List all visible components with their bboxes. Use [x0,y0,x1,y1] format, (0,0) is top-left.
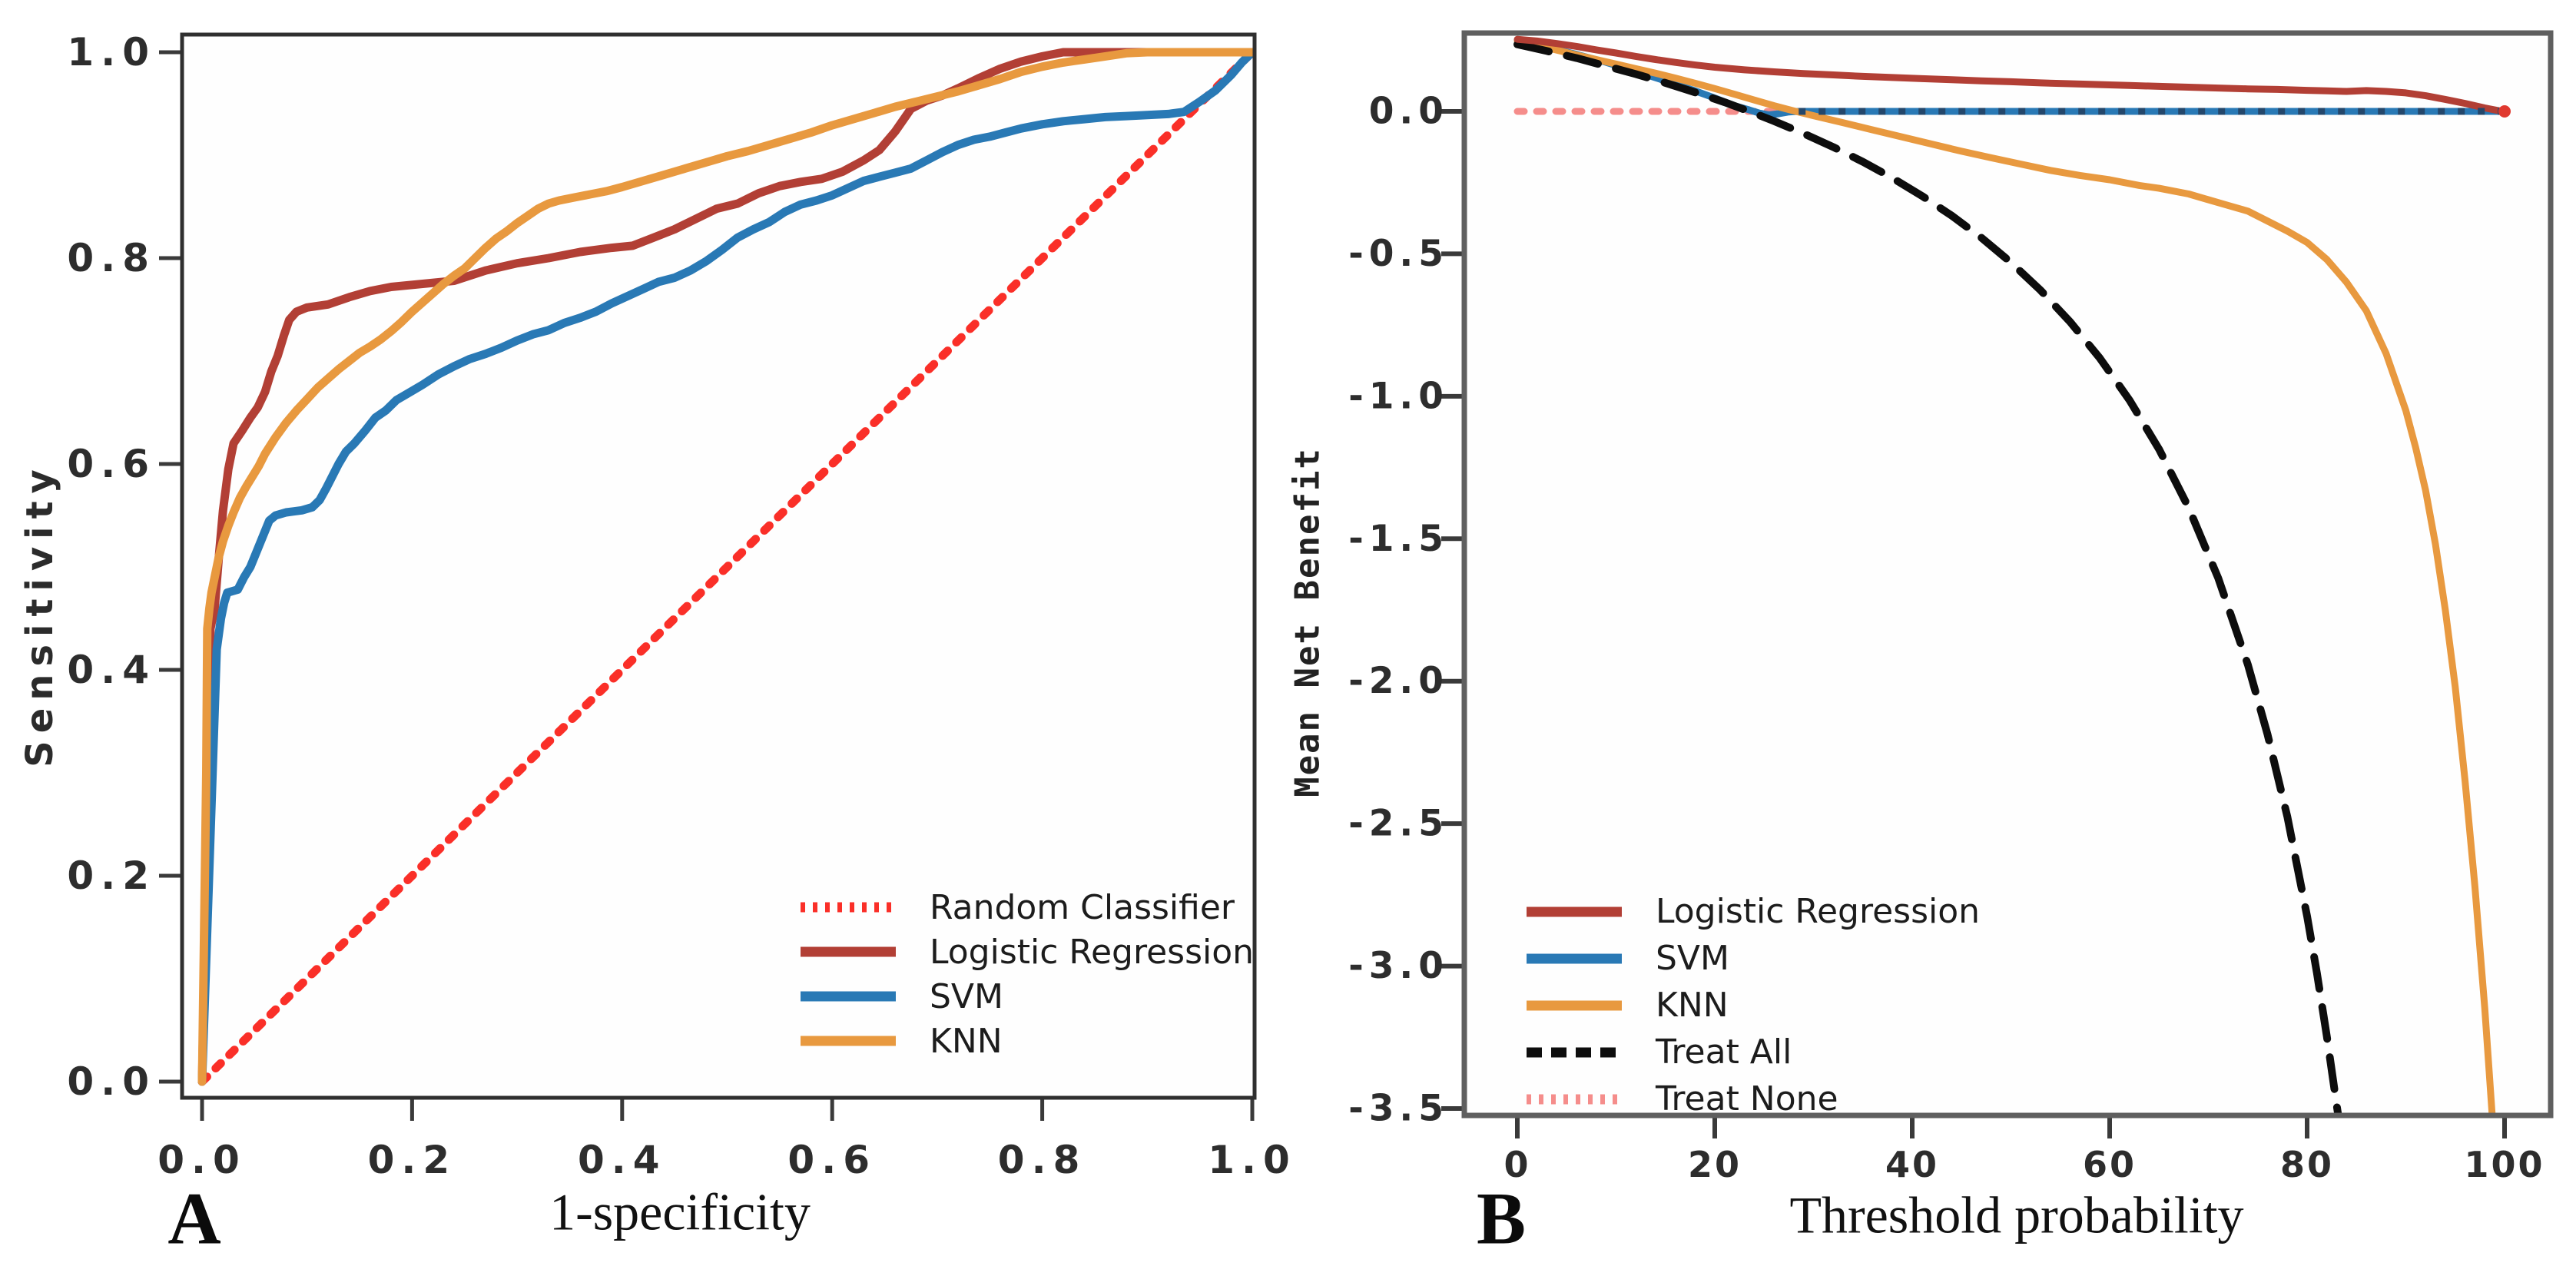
legend-item-treat-all: Treat All [1525,1029,1980,1075]
logistic-regression-curve [197,48,1255,1086]
treat-none-line-swatch-icon [1525,1093,1623,1105]
panel-a-plot: 0.0 0.2 0.4 0.6 0.8 1.0 0.0 0.2 0.4 0.6 0.8 1.0 [67,30,1297,1182]
random-classifier-line-swatch-icon [799,901,897,913]
knn-line-swatch-icon [799,1035,897,1047]
legend-label: SVM [930,976,1003,1016]
y-tick-label: 0.0 [67,1059,156,1104]
x-tick-label: 0.6 [787,1138,877,1182]
knn-curve [197,48,1255,1086]
logistic-regression-curve [1513,35,2508,115]
knn-curve [1513,37,2496,1115]
svm-line-swatch-icon [1525,953,1623,965]
panel-b-label: B [1476,1177,1527,1260]
legend-item-random-classifier: Random Classifier [799,885,1254,930]
x-tick-label: 0.4 [578,1138,667,1182]
x-tick-label: 80 [2280,1144,2334,1185]
x-tick-label: 0 [1503,1144,1530,1185]
panel-a-legend: Random Classifier Logistic Regression SV… [799,885,1254,1063]
plot-frame [1461,30,2554,1119]
legend-label: Treat All [1656,1032,1792,1072]
x-tick-label: 60 [2083,1144,2137,1185]
legend-label: KNN [1656,986,1729,1025]
panel-b-x-axis-title: Threshold probability [1789,1185,2244,1244]
svm-line-swatch-icon [799,990,897,1003]
x-tick-label: 40 [1885,1144,1939,1185]
y-tick-label: -1.5 [1348,518,1449,560]
panel-b-legend: Logistic Regression SVM KNN Treat All Tr… [1525,888,1980,1122]
svm-curve [197,48,1255,1086]
panel-b-plot: 0 20 40 60 80 100 0.0 -0.5 -1.0 -1.5 -2.0 -2.5 -3.0 -… [1348,30,2554,1185]
x-tick-label: 100 [2464,1144,2545,1185]
legend-item-logistic-regression: Logistic Regression [1525,888,1980,935]
treat-none-end-dot [2498,105,2511,118]
x-tick-label: 1.0 [1208,1138,1297,1182]
legend-label: Logistic Regression [930,932,1255,972]
treat-all-curve [1513,40,2342,1115]
x-tick-label: 20 [1688,1144,1742,1185]
knn-line-swatch-icon [1525,999,1623,1012]
legend-item-knn: KNN [799,1019,1254,1063]
legend-item-knn: KNN [1525,982,1980,1029]
legend-item-treat-none: Treat None [1525,1075,1980,1122]
y-tick-label: -2.0 [1348,660,1449,702]
plot-background [1464,33,2551,1115]
y-tick-label: -2.5 [1348,803,1449,845]
logistic-regression-line-swatch-icon [1525,906,1623,918]
y-tick-label: 0.2 [67,853,156,898]
legend-label: Random Classifier [930,887,1235,927]
panel-b-y-axis-title: Mean Net Benefit [1288,447,1328,797]
panel-a-x-axis-title: 1-specificity [549,1182,811,1241]
treat-all-line-swatch-icon [1525,1046,1623,1059]
logistic-regression-line-swatch-icon [799,946,897,958]
legend-label: Treat None [1656,1079,1838,1119]
y-tick-label: -3.5 [1348,1088,1449,1130]
y-tick-label: -0.5 [1348,233,1449,275]
y-tick-label: 0.0 [1369,91,1449,133]
y-tick-label: 0.6 [67,442,156,486]
y-tick-label: 0.4 [67,648,156,692]
y-tick-label: -1.0 [1348,375,1449,417]
legend-label: Logistic Regression [1656,892,1981,931]
panel-a-y-axis-title: Sensitivity [18,462,61,767]
x-tick-label: 0.2 [368,1138,457,1182]
y-tick-label: 0.8 [67,236,156,280]
y-tick-label: 1.0 [67,30,156,75]
x-tick-label: 0.0 [157,1138,247,1182]
plot-frame [180,32,1257,1100]
legend-item-logistic-regression: Logistic Regression [799,930,1254,974]
panel-a-label: A [167,1177,221,1260]
legend-item-svm: SVM [799,974,1254,1019]
legend-item-svm: SVM [1525,935,1980,982]
y-tick-label: -3.0 [1348,945,1449,987]
legend-label: SVM [1656,939,1729,978]
x-tick-label: 0.8 [998,1138,1087,1182]
legend-label: KNN [930,1021,1003,1061]
random-classifier-curve [197,48,1255,1086]
